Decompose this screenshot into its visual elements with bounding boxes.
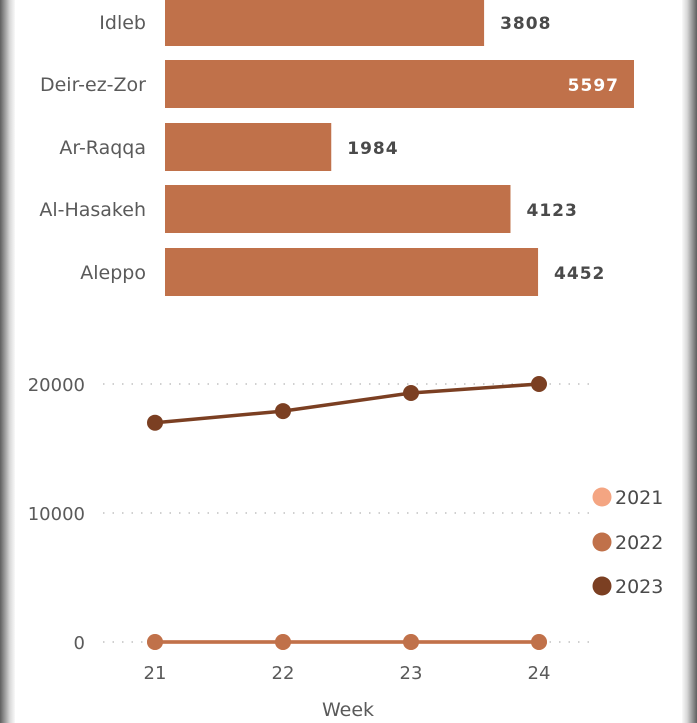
data-point-2023[interactable] bbox=[147, 414, 163, 431]
data-point-2022[interactable] bbox=[531, 634, 547, 650]
data-label: 1984 bbox=[347, 139, 398, 159]
data-point-2022[interactable] bbox=[275, 634, 291, 650]
y-tick-label: 20000 bbox=[28, 375, 85, 396]
legend-label: 2022 bbox=[615, 532, 663, 554]
category-label: Deir-ez-Zor bbox=[40, 74, 146, 96]
bar-aleppo[interactable] bbox=[165, 248, 539, 296]
y-tick-label: 0 bbox=[74, 633, 85, 654]
chart-panel bbox=[15, 0, 682, 723]
data-point-2022[interactable] bbox=[403, 634, 419, 650]
x-tick-label: 21 bbox=[144, 663, 167, 684]
legend-label: 2021 bbox=[615, 487, 663, 509]
x-tick-label: 24 bbox=[528, 663, 551, 684]
legend-marker bbox=[592, 532, 612, 552]
data-label: 4452 bbox=[554, 264, 605, 284]
bar-ar-raqqa[interactable] bbox=[165, 123, 332, 171]
category-label: Aleppo bbox=[80, 262, 146, 284]
x-axis-title: Week bbox=[322, 699, 374, 721]
data-label: 5597 bbox=[568, 76, 619, 96]
series-line-2023 bbox=[154, 382, 540, 425]
legend-marker bbox=[592, 487, 612, 507]
line-chart: 0 10000 20000 21 22 23 24 Week 2021 2022 2023 bbox=[28, 375, 664, 721]
data-point-2022[interactable] bbox=[147, 634, 163, 650]
x-tick-label: 23 bbox=[400, 663, 423, 684]
bar-idleb[interactable] bbox=[165, 0, 485, 46]
legend-marker bbox=[592, 576, 612, 596]
x-tick-label: 22 bbox=[272, 663, 295, 684]
data-point-2023[interactable] bbox=[531, 376, 547, 392]
bar-chart: Idleb 3808 Deir-ez-Zor 5597 Ar-Raqqa 1984 Al-H… bbox=[39, 0, 634, 296]
bar-al-hasakeh[interactable] bbox=[165, 185, 511, 233]
data-label: 3808 bbox=[500, 14, 551, 34]
data-label: 4123 bbox=[526, 201, 577, 221]
data-point-2023[interactable] bbox=[403, 385, 419, 402]
data-point-2023[interactable] bbox=[275, 403, 291, 420]
y-tick-label: 10000 bbox=[28, 504, 85, 525]
category-label: Idleb bbox=[99, 12, 146, 34]
bar-deir-ez-zor[interactable] bbox=[165, 60, 634, 108]
legend-label: 2023 bbox=[615, 576, 663, 598]
category-label: Al-Hasakeh bbox=[39, 199, 146, 221]
category-label: Ar-Raqqa bbox=[59, 137, 146, 159]
